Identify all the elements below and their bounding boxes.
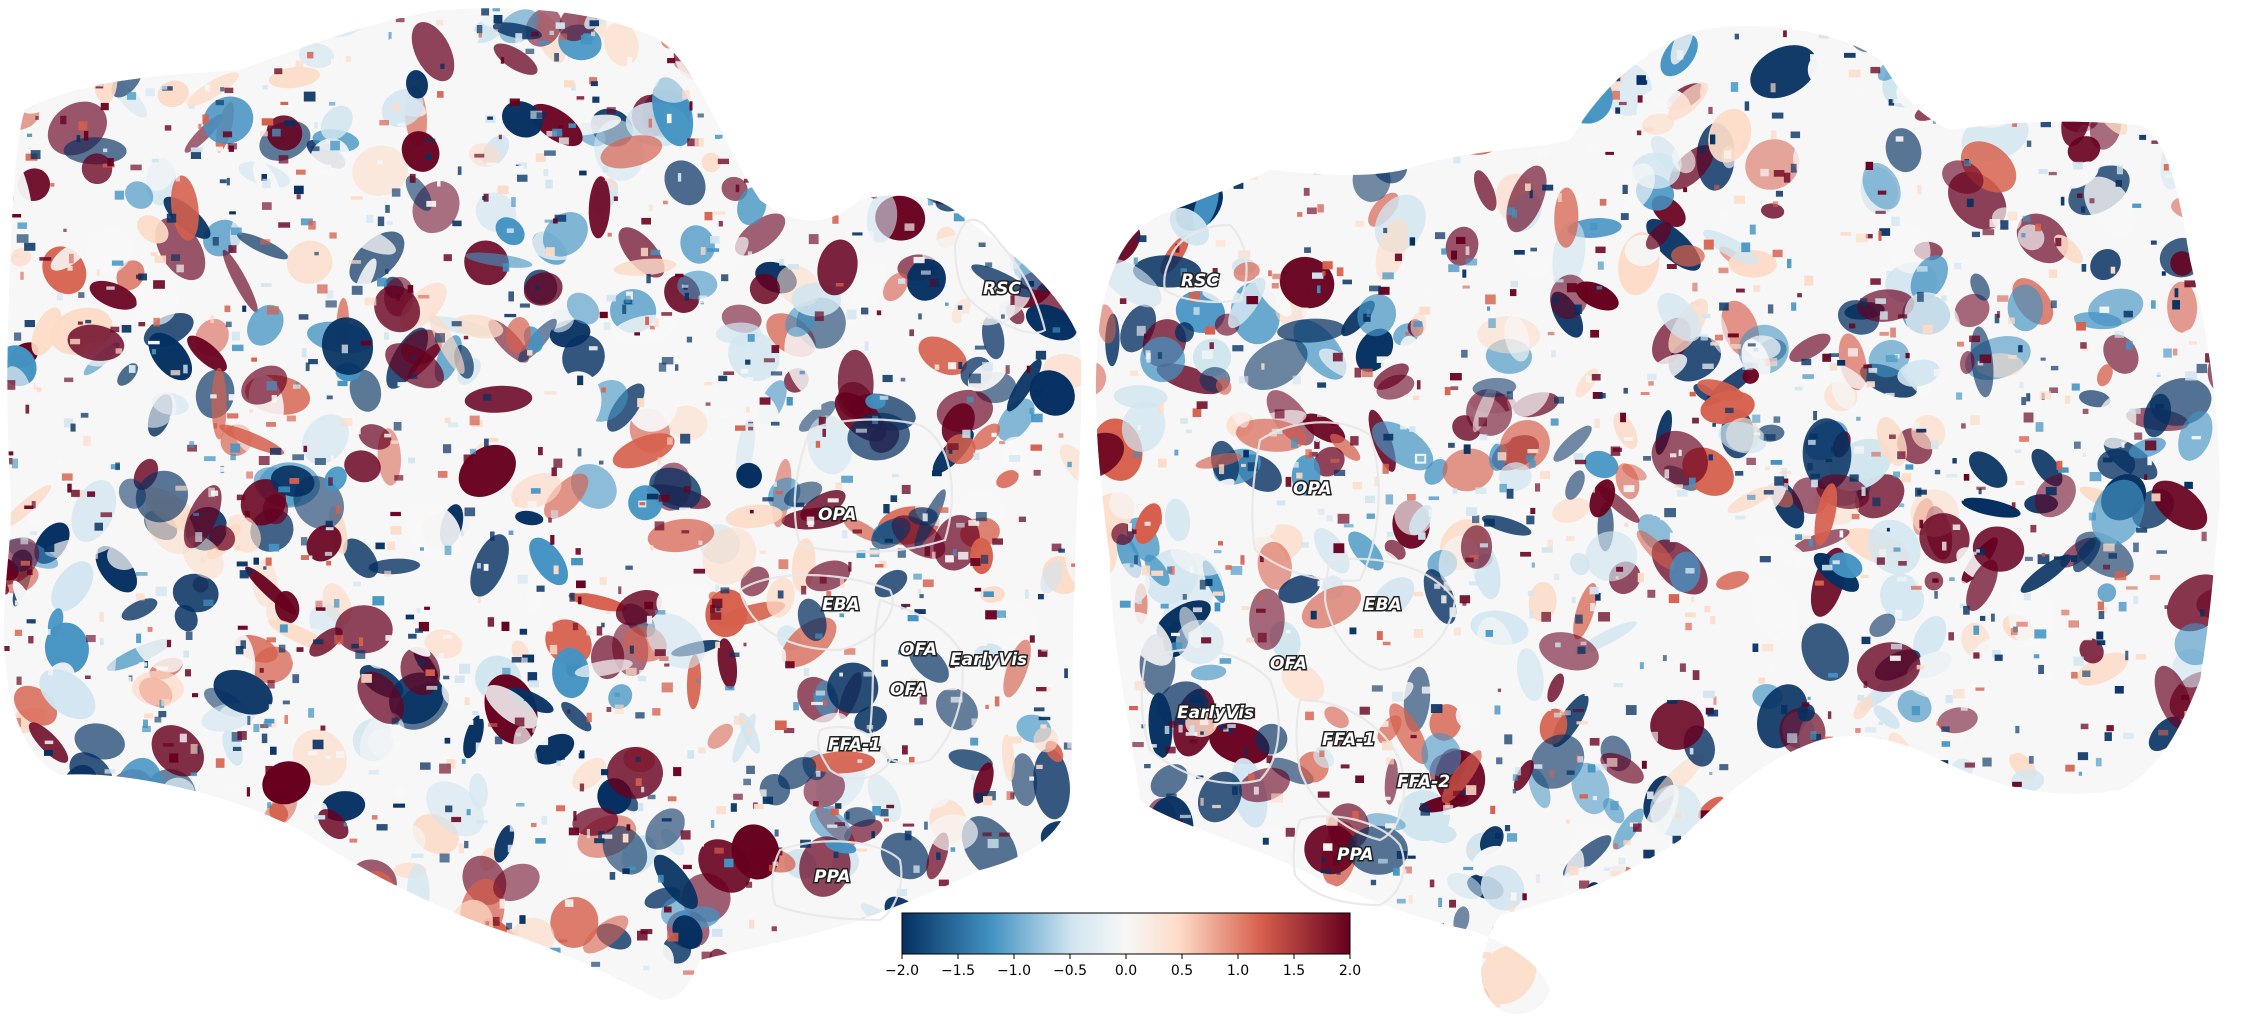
roi-labels-left: RSC OPA EBA OFA EarlyVis OFA FFA-1 PPA bbox=[813, 278, 1029, 889]
colorbar-tick-label: 0.5 bbox=[1171, 963, 1193, 979]
roi-label-right-early-vis: EarlyVis bbox=[1177, 703, 1254, 723]
colorbar-tick-label: −2.0 bbox=[885, 963, 919, 979]
right-opa-outline bbox=[1251, 421, 1380, 582]
right-hemisphere-flatmap bbox=[1095, 26, 2220, 1014]
right-rsc-outline bbox=[1163, 223, 1248, 304]
left-ppa-outline bbox=[771, 840, 903, 922]
roi-labels-right: RSC OPA EBA OFA EarlyVis FFA-1 FFA-2 PPA bbox=[1176, 270, 1452, 867]
roi-label-right-ffa-1: FFA-1 bbox=[1322, 730, 1375, 750]
roi-label-left-ofa-2: OFA bbox=[890, 680, 927, 700]
colorbar-tick-label: 2.0 bbox=[1339, 963, 1361, 979]
colorbar-tick-label: −0.5 bbox=[1053, 963, 1087, 979]
roi-label-right-opa: OPA bbox=[1293, 479, 1332, 499]
roi-label-right-ofa: OFA bbox=[1270, 654, 1307, 674]
roi-label-left-early-vis: EarlyVis bbox=[950, 650, 1027, 670]
roi-label-left-ofa-1: OFA bbox=[900, 640, 937, 660]
roi-label-left-opa: OPA bbox=[818, 505, 857, 525]
left-opa-outline bbox=[793, 418, 953, 554]
left-hemisphere-flatmap bbox=[3, 8, 1082, 1000]
left-lateral-outline bbox=[868, 598, 964, 765]
colorbar-gradient bbox=[901, 912, 1351, 955]
colorbar-ticks: −2.0 −1.5 −1.0 −0.5 0.0 0.5 1.0 1.5 2.0 bbox=[885, 954, 1361, 979]
roi-label-left-rsc: RSC bbox=[983, 279, 1021, 299]
roi-label-right-eba: EBA bbox=[1364, 595, 1402, 615]
colorbar-tick-label: 0.0 bbox=[1115, 963, 1137, 979]
roi-label-left-ffa-1: FFA-1 bbox=[828, 735, 881, 755]
roi-outlines bbox=[738, 218, 1457, 922]
roi-label-right-ffa-2: FFA-2 bbox=[1397, 772, 1450, 792]
roi-label-left-eba: EBA bbox=[822, 595, 860, 615]
left-eba-outline bbox=[738, 573, 894, 652]
left-ffa-outline bbox=[816, 725, 892, 780]
colorbar-tick-label: −1.5 bbox=[941, 963, 975, 979]
roi-label-right-ppa: PPA bbox=[1337, 845, 1374, 865]
roi-label-left-ppa: PPA bbox=[814, 867, 851, 887]
right-ffa-outline bbox=[1295, 698, 1405, 842]
colorbar-tick-label: −1.0 bbox=[997, 963, 1031, 979]
colorbar: −2.0 −1.5 −1.0 −0.5 0.0 0.5 1.0 1.5 2.0 bbox=[885, 912, 1361, 979]
roi-label-right-rsc: RSC bbox=[1181, 271, 1219, 291]
colorbar-tick-label: 1.5 bbox=[1283, 963, 1305, 979]
right-early-vis-outline bbox=[1140, 648, 1280, 785]
right-ppa-outline bbox=[1292, 815, 1405, 907]
right-eba-outline bbox=[1323, 557, 1457, 672]
left-rsc-outline bbox=[953, 218, 1047, 334]
colorbar-tick-label: 1.0 bbox=[1227, 963, 1249, 979]
